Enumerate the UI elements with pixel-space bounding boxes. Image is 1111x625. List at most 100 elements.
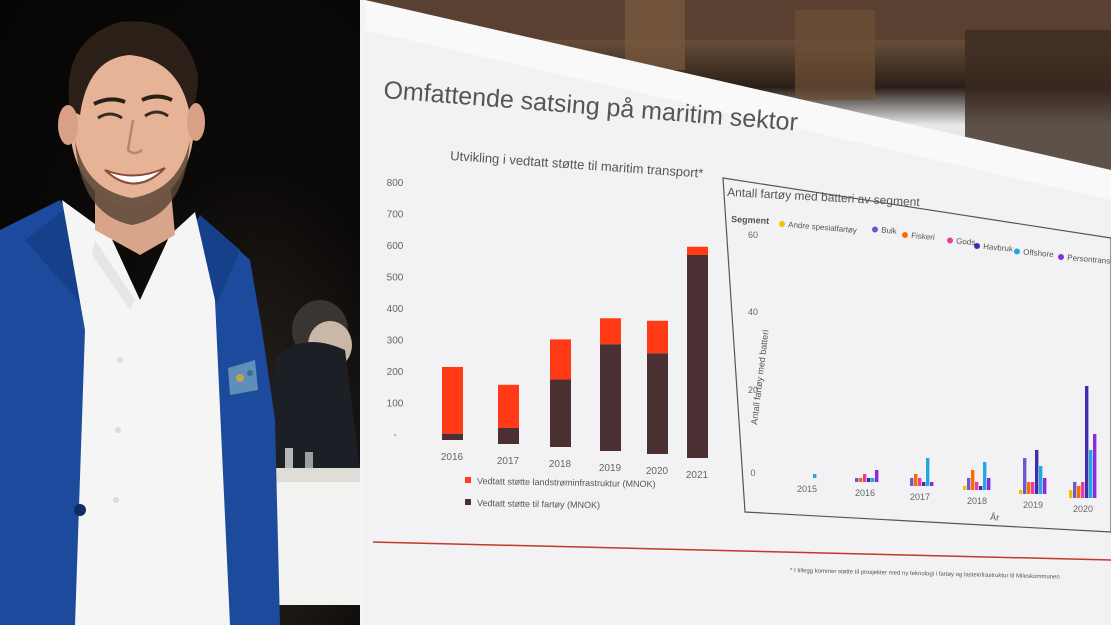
battery-bar — [1043, 478, 1047, 494]
slide-separator — [372, 541, 1111, 561]
support-bar-segment — [687, 246, 708, 255]
battery-legend-swatch — [872, 226, 878, 233]
battery-legend-swatch — [1058, 254, 1064, 260]
support-legend-swatch — [465, 499, 471, 505]
battery-bar — [963, 486, 967, 490]
support-bar-segment — [442, 366, 463, 434]
support-bar-segment — [498, 428, 519, 444]
battery-legend-swatch — [902, 232, 908, 238]
support-y-tick: 400 — [387, 304, 404, 315]
support-legend-label: Vedtatt støtte til fartøy (MNOK) — [477, 498, 600, 510]
support-y-tick: 600 — [387, 241, 404, 252]
beard — [75, 140, 190, 225]
battery-legend-title: Segment — [731, 214, 769, 226]
support-y-tick: 200 — [387, 367, 404, 378]
battery-legend-label: Offshore — [1023, 248, 1055, 260]
support-y-tick: 300 — [387, 336, 404, 347]
portrait-scene — [0, 21, 360, 625]
support-bar-segment — [442, 433, 463, 440]
support-bar-segment — [687, 254, 708, 458]
battery-x-tick: 2018 — [967, 496, 987, 506]
battery-bar — [975, 482, 979, 490]
battery-bar — [971, 470, 975, 490]
battery-x-axis-label: År — [990, 512, 1000, 523]
battery-x-tick: 2019 — [1023, 500, 1043, 510]
battery-bar — [1077, 486, 1081, 498]
battery-legend-swatch — [947, 237, 953, 244]
battery-bar — [918, 478, 922, 486]
smile — [104, 167, 166, 185]
battery-x-tick: 2016 — [855, 488, 875, 498]
battery-vessels-chart: Antall fartøy med batteri av segment Seg… — [722, 177, 1111, 533]
hair — [68, 21, 198, 115]
battery-x-tick: 2020 — [1073, 504, 1093, 514]
battery-y-tick: 0 — [750, 468, 755, 478]
battery-bar — [1023, 458, 1027, 494]
glass — [285, 448, 293, 470]
battery-bar — [1039, 466, 1043, 494]
white-shirt — [62, 200, 230, 625]
support-legend-swatch — [465, 477, 471, 483]
battery-chart-frame — [722, 177, 1111, 533]
support-bar-segment — [550, 379, 571, 447]
jacket-button — [74, 504, 86, 516]
battery-bar — [813, 474, 817, 478]
battery-bar — [926, 458, 930, 486]
support-legend-label: Vedtatt støtte landstrøminfrastruktur (M… — [477, 476, 656, 489]
battery-legend-swatch — [974, 243, 980, 249]
support-bar-segment — [600, 344, 621, 451]
battery-bar — [1019, 490, 1023, 494]
battery-legend-label: Fiskeri — [911, 231, 935, 242]
battery-bar — [863, 474, 867, 482]
support-bar-segment — [498, 384, 519, 428]
background-guest-body — [265, 342, 360, 470]
battery-bar — [875, 470, 879, 482]
projected-slide-photo: Omfattende satsing på maritim sektor Utv… — [365, 0, 1111, 625]
battery-legend-label: Havbruk — [983, 242, 1014, 254]
battery-bar — [855, 478, 859, 482]
battery-bar — [967, 478, 971, 490]
battery-bar — [859, 478, 863, 482]
battery-bar — [1035, 450, 1039, 494]
support-y-tick: - — [393, 430, 396, 441]
support-x-tick: 2018 — [549, 459, 572, 470]
support-bar-segment — [550, 339, 571, 380]
battery-bar — [1093, 434, 1097, 498]
support-x-tick: 2021 — [686, 470, 709, 481]
portrait-photo — [0, 0, 360, 625]
photo-divider — [360, 0, 365, 625]
support-bar-segment — [600, 318, 621, 345]
battery-legend-label: Bulk — [881, 226, 898, 236]
battery-y-tick: 40 — [748, 307, 758, 317]
battery-x-tick: 2015 — [797, 484, 817, 494]
battery-bar — [1027, 482, 1031, 494]
battery-legend-swatch — [779, 221, 785, 227]
tablecloth — [270, 475, 360, 605]
battery-bar — [987, 478, 991, 490]
left-eye — [97, 112, 123, 120]
support-y-tick: 100 — [387, 399, 404, 410]
battery-bar — [1089, 450, 1093, 498]
support-bar-segment — [647, 353, 668, 454]
battery-x-tick: 2017 — [910, 492, 930, 502]
support-x-tick: 2019 — [599, 463, 622, 474]
battery-bar — [1073, 482, 1077, 498]
battery-bar — [1081, 482, 1085, 498]
battery-bar — [867, 478, 871, 482]
battery-bar — [979, 486, 983, 490]
slide-canvas: Omfattende satsing på maritim sektor Utv… — [365, 0, 1111, 625]
battery-bar — [930, 482, 934, 486]
support-bar-segment — [647, 320, 668, 354]
support-x-tick: 2016 — [441, 452, 464, 463]
battery-bar — [914, 474, 918, 486]
support-x-tick: 2020 — [646, 466, 669, 477]
battery-bar — [1069, 490, 1073, 498]
right-eye — [144, 110, 169, 118]
battery-y-tick: 20 — [748, 385, 758, 395]
support-x-tick: 2017 — [497, 456, 520, 467]
battery-bar — [871, 478, 875, 482]
battery-bar — [910, 478, 914, 486]
battery-legend-swatch — [1014, 248, 1020, 255]
battery-bar — [983, 462, 987, 490]
battery-y-tick: 60 — [748, 230, 758, 240]
